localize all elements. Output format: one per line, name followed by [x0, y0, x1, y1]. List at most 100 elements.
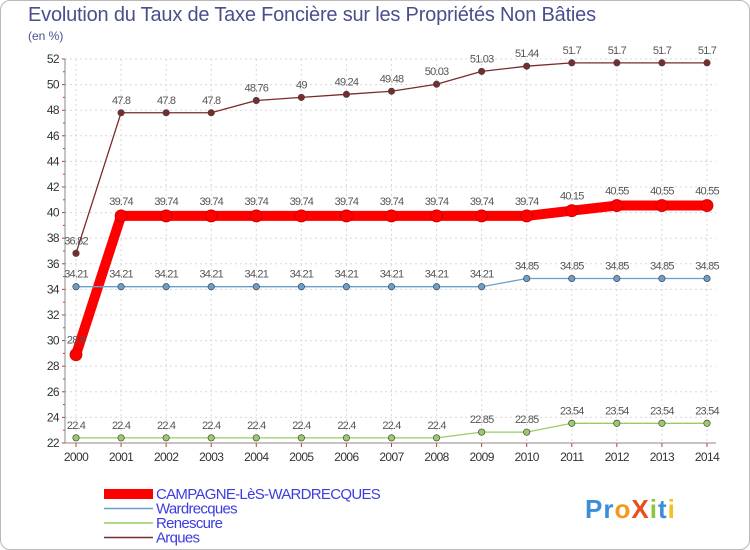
data-label: 51.03 — [470, 53, 494, 65]
data-point — [523, 274, 531, 283]
y-tick-label: 26 — [47, 385, 60, 399]
data-label: 23.54 — [605, 405, 629, 417]
data-label: 48.76 — [245, 82, 269, 94]
data-label: 34.21 — [290, 269, 314, 281]
data-point — [613, 419, 621, 427]
data-label: 34.21 — [199, 269, 223, 281]
logo-letter: o — [614, 494, 631, 524]
data-point — [252, 434, 260, 442]
data-label: 39.74 — [199, 196, 223, 208]
data-point — [433, 434, 441, 442]
data-label: 22.4 — [67, 420, 86, 432]
data-point — [478, 283, 486, 291]
data-label: 34.85 — [560, 261, 584, 273]
data-label: 22.4 — [292, 420, 311, 432]
x-tick-label: 2010 — [515, 450, 540, 464]
data-label: 22.85 — [470, 414, 494, 426]
data-point — [387, 283, 396, 291]
data-label: 22.4 — [427, 420, 446, 432]
data-point — [117, 434, 125, 442]
y-tick-label: 24 — [47, 410, 60, 424]
logo-letter: i — [668, 494, 676, 524]
data-label: 22.4 — [157, 420, 176, 432]
data-label: 34.21 — [470, 269, 494, 281]
data-point — [475, 209, 489, 223]
data-label: 39.74 — [470, 196, 494, 208]
data-point — [297, 93, 305, 101]
data-point — [162, 434, 170, 442]
data-point — [430, 209, 443, 223]
x-tick-label: 2004 — [244, 450, 269, 464]
y-tick-label: 42 — [47, 180, 60, 194]
logo-letter: t — [658, 494, 668, 524]
data-label: 50.03 — [425, 66, 449, 78]
data-point — [613, 274, 621, 283]
data-label: 49.24 — [335, 76, 359, 88]
x-tick-label: 2014 — [695, 450, 720, 464]
data-label: 47.8 — [202, 95, 221, 107]
data-label: 34.85 — [605, 261, 629, 273]
data-label: 51.7 — [608, 45, 627, 57]
data-label: 39.74 — [290, 196, 314, 208]
data-point — [703, 59, 711, 67]
data-point — [114, 209, 128, 223]
data-point — [658, 59, 666, 67]
legend-label: Wardrecques — [156, 501, 237, 518]
data-label: 22.4 — [202, 420, 221, 432]
y-tick-label: 28 — [47, 359, 60, 373]
data-point — [568, 274, 576, 283]
data-label: 49 — [296, 79, 307, 91]
data-point — [613, 59, 621, 67]
data-point — [207, 283, 215, 291]
data-label: 22.4 — [247, 420, 266, 432]
data-label: 23.54 — [695, 405, 719, 417]
logo-letter: X — [631, 494, 649, 524]
x-tick-label: 2012 — [605, 450, 630, 464]
legend-label: Renescure — [156, 515, 223, 532]
y-tick-label: 46 — [47, 129, 60, 143]
y-tick-label: 44 — [47, 154, 60, 168]
logo-letter: i — [650, 494, 658, 524]
data-label: 34.21 — [380, 269, 404, 281]
data-point — [703, 419, 711, 427]
y-tick-label: 36 — [47, 257, 60, 271]
data-label: 39.74 — [380, 196, 404, 208]
data-label: 34.21 — [335, 269, 359, 281]
data-point — [252, 96, 260, 105]
data-point — [297, 434, 305, 442]
x-tick-label: 2006 — [334, 450, 359, 464]
data-label: 39.74 — [245, 196, 269, 208]
x-tick-label: 2003 — [199, 450, 224, 464]
data-label: 34.21 — [154, 269, 178, 281]
data-label: 22.85 — [515, 414, 539, 426]
data-point — [342, 434, 350, 442]
logo-letter: r — [603, 494, 614, 524]
y-tick-label: 52 — [47, 52, 60, 66]
y-axis-unit-label: (en %) — [28, 29, 64, 43]
data-point — [568, 419, 576, 427]
data-point — [249, 209, 263, 223]
data-point — [387, 434, 396, 442]
data-label: 34.85 — [650, 261, 674, 273]
data-label: 40.55 — [695, 186, 719, 198]
chart-title: Evolution du Taux de Taxe Foncière sur l… — [28, 4, 596, 26]
data-point — [117, 283, 125, 291]
data-point — [703, 274, 711, 283]
proxiti-logo: ProXiti — [585, 494, 676, 524]
data-point — [433, 283, 441, 291]
x-tick-label: 2001 — [109, 450, 134, 464]
data-label: 40.55 — [605, 186, 629, 198]
data-point — [523, 428, 531, 436]
data-label: 22.4 — [337, 420, 356, 432]
data-point — [478, 428, 486, 436]
y-tick-label: 48 — [47, 103, 60, 117]
data-point — [478, 67, 486, 75]
x-tick-label: 2000 — [64, 450, 89, 464]
data-point — [294, 209, 308, 223]
data-label: 51.7 — [698, 45, 717, 57]
data-label: 39.74 — [515, 196, 539, 208]
data-point — [387, 87, 396, 95]
data-point — [162, 109, 170, 117]
